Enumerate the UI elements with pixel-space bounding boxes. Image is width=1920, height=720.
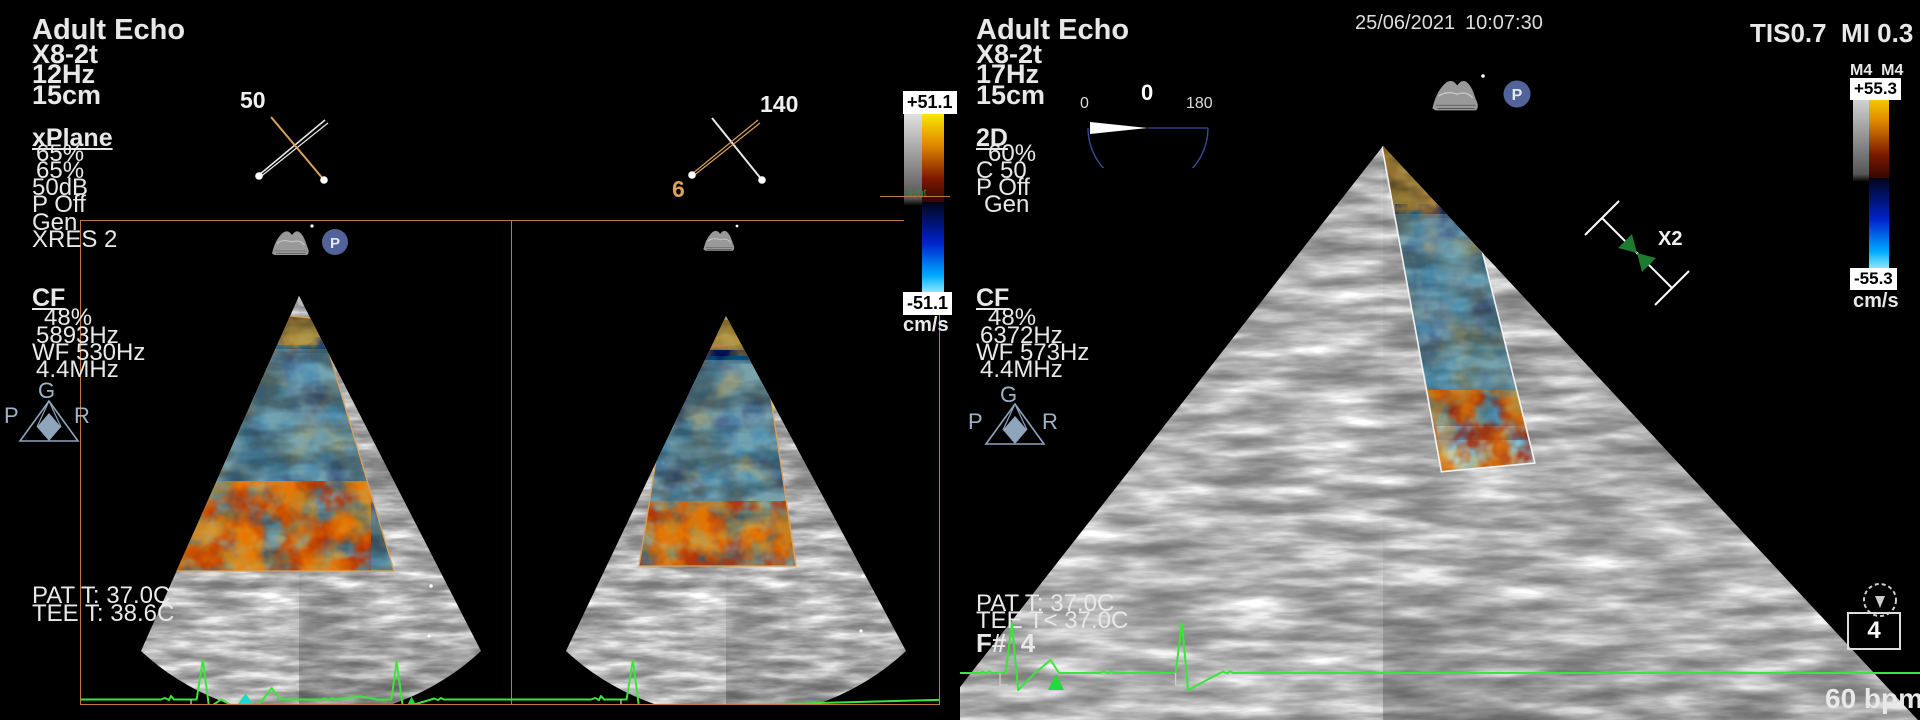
svg-text:140: 140	[760, 91, 798, 117]
svg-text:50: 50	[240, 87, 266, 113]
svg-text:6: 6	[672, 176, 685, 202]
